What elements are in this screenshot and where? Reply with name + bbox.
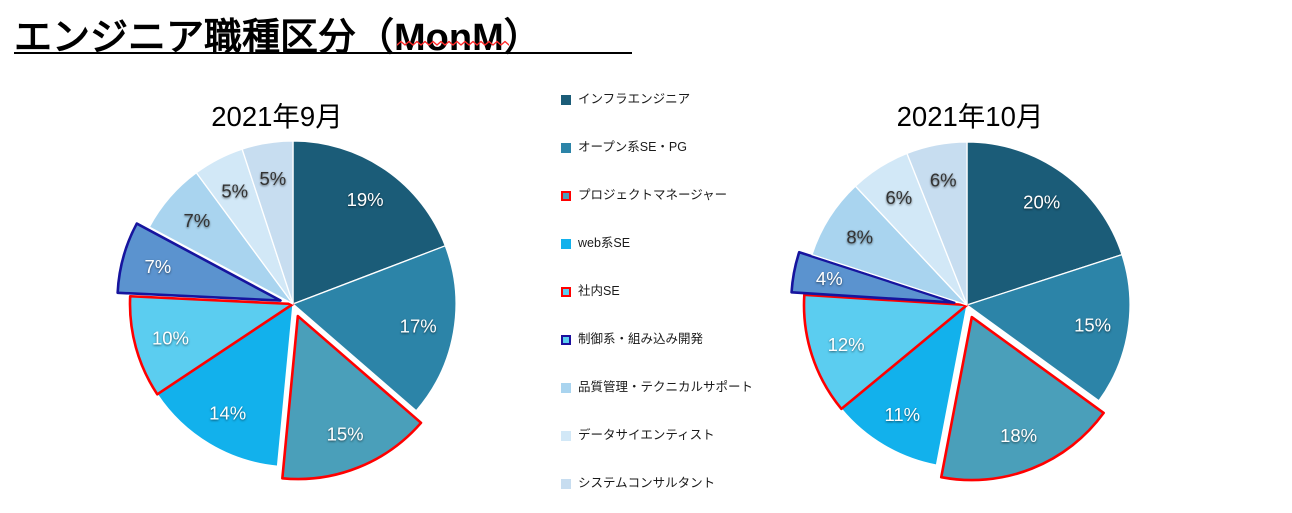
svg-text:5%: 5% — [221, 181, 248, 202]
svg-text:15%: 15% — [1074, 314, 1111, 335]
svg-text:20%: 20% — [1023, 192, 1060, 213]
svg-text:10%: 10% — [152, 327, 189, 348]
svg-text:17%: 17% — [400, 316, 437, 337]
svg-text:15%: 15% — [327, 424, 364, 445]
svg-text:6%: 6% — [886, 187, 913, 208]
svg-text:18%: 18% — [1000, 425, 1037, 446]
svg-text:6%: 6% — [930, 170, 957, 191]
svg-text:8%: 8% — [846, 226, 873, 247]
svg-text:4%: 4% — [816, 268, 843, 289]
svg-text:14%: 14% — [209, 403, 246, 424]
svg-text:7%: 7% — [145, 256, 172, 277]
svg-text:11%: 11% — [884, 404, 920, 425]
svg-text:12%: 12% — [828, 334, 865, 355]
svg-text:19%: 19% — [347, 189, 384, 210]
svg-text:5%: 5% — [260, 168, 287, 189]
svg-text:7%: 7% — [184, 210, 211, 231]
